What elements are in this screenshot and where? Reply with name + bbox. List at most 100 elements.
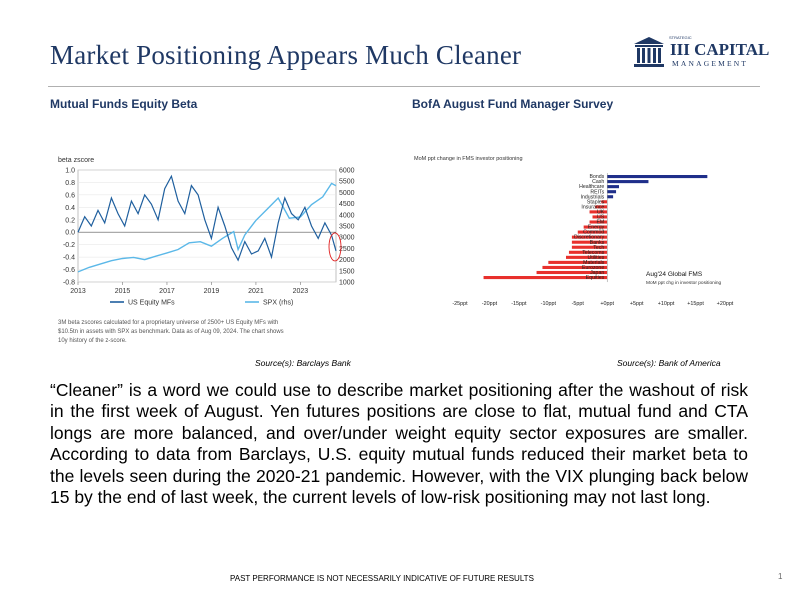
x-tick-label: -20ppt	[482, 301, 498, 307]
y2-tick-label: 5500	[339, 179, 355, 186]
right-source: Source(s): Bank of America	[617, 358, 721, 368]
y2-tick-label: 1000	[339, 280, 355, 287]
left-chart-heading: Mutual Funds Equity Beta	[50, 97, 198, 111]
legend-title: Aug'24 Global FMS	[646, 271, 703, 278]
category-label: Industrials	[581, 194, 605, 200]
bar-discretionary	[571, 235, 608, 239]
logo-small-text: STRATEGIC	[669, 35, 692, 40]
category-label: Equities	[586, 275, 605, 281]
category-label: Energy	[588, 225, 605, 231]
category-label: Tech	[593, 245, 604, 251]
legend-label: SPX (rhs)	[263, 300, 293, 307]
commentary-paragraph: “Cleaner” is a word we could use to desc…	[50, 380, 748, 508]
category-label: Insurance	[581, 204, 604, 210]
legend-subtitle: MoM ppt chg in investor positioning	[646, 280, 722, 286]
bar-telecoms	[568, 250, 608, 254]
bar-banks	[571, 240, 608, 244]
y-tick-label: 0.2	[65, 217, 75, 224]
title-divider	[48, 86, 760, 87]
x-tick-label: -15ppt	[511, 301, 527, 307]
logo-sub-text: MANAGEMENT	[672, 59, 749, 68]
bar-materials	[548, 260, 608, 264]
category-label: Cash	[592, 179, 604, 185]
x-tick-label: 2015	[115, 288, 131, 295]
bar-japan	[536, 270, 608, 275]
chart-footnote-line: 3M beta zscores calculated for a proprie…	[58, 320, 278, 326]
bar-healthcare	[607, 185, 619, 189]
category-label: Bonds	[590, 174, 605, 180]
bar-uk	[589, 210, 608, 214]
category-label: UK	[597, 209, 605, 215]
y-tick-label: 0.6	[65, 192, 75, 199]
series-line-spx	[77, 182, 337, 273]
x-tick-label: 2021	[248, 288, 264, 295]
page-number: 1	[778, 572, 783, 581]
x-tick-label: 2019	[204, 288, 220, 295]
bar-energy	[583, 225, 608, 229]
columns-logo-icon	[634, 37, 664, 67]
beta-zscore-svg: beta zscore 1.0 0.8 0.6 0.4 0.2 0.0 -0.2 -0.4 -0…	[58, 157, 355, 344]
y2-tick-label: 1500	[339, 268, 355, 275]
category-label: REITs	[590, 189, 604, 195]
y-tick-label: 1.0	[65, 168, 75, 175]
y2-tick-label: 5000	[339, 190, 355, 197]
highlight-circle	[328, 232, 342, 262]
bar-cash	[607, 180, 649, 184]
fms-positioning-svg: MoM ppt change in FMS investor positioni…	[414, 156, 734, 307]
y2-tick-label: 6000	[339, 168, 355, 175]
y2-tick-label: 2500	[339, 246, 355, 253]
y-tick-label: 0.0	[65, 230, 75, 237]
y-tick-label: -0.2	[63, 242, 75, 249]
y2-tick-label: 2000	[339, 257, 355, 264]
page-title: Market Positioning Appears Much Cleaner	[50, 40, 522, 70]
left-source: Source(s): Barclays Bank	[255, 358, 351, 368]
x-tick-label: 2013	[70, 288, 86, 295]
bar-us	[592, 215, 608, 219]
x-tick-label: -25ppt	[452, 301, 468, 307]
bar-utilities	[566, 255, 608, 259]
y2-tick-label: 3000	[339, 235, 355, 242]
category-label: Discretionary	[574, 235, 605, 241]
y-tick-label: 0.8	[65, 180, 75, 187]
x-tick-label: +15ppt	[687, 301, 704, 307]
y-tick-label: -0.8	[63, 280, 75, 287]
x-tick-label: 2023	[293, 288, 309, 295]
category-label: Healthcare	[579, 184, 604, 190]
category-label: Staples	[587, 199, 605, 205]
category-label: US	[597, 215, 605, 221]
logo-main-text: III CAPITAL	[670, 40, 770, 59]
bar-staples	[601, 200, 608, 204]
beta-zscore-chart: beta zscore 1.0 0.8 0.6 0.4 0.2 0.0 -0.2 -0.4 -0…	[50, 150, 370, 350]
y2-tick-label: 4000	[339, 212, 355, 219]
x-tick-label: -10ppt	[541, 301, 557, 307]
chart-footnote-line: $10.5tn in assets with SPX as benchmark.…	[58, 329, 284, 335]
x-tick-label: +10ppt	[658, 301, 675, 307]
x-tick-label: +20ppt	[717, 301, 734, 307]
fms-positioning-chart: MoM ppt change in FMS investor positioni…	[410, 150, 740, 315]
bar-industrials	[607, 195, 614, 199]
category-label: Banks	[590, 240, 605, 246]
category-label: Japan	[590, 270, 604, 276]
right-chart-heading: BofA August Fund Manager Survey	[412, 97, 614, 111]
category-label: Telecoms	[582, 250, 604, 256]
y-tick-label: 0.4	[65, 205, 75, 212]
company-logo: STRATEGIC III CAPITAL MANAGEMENT	[632, 35, 769, 72]
bar-em	[589, 220, 608, 224]
y-tick-label: -0.6	[63, 267, 75, 274]
legend-label: US Equity MFs	[128, 300, 175, 307]
x-tick-label: +5ppt	[630, 301, 644, 307]
y2-tick-label: 4500	[339, 201, 355, 208]
y-axis-label: beta zscore	[58, 157, 94, 164]
bar-equities	[483, 276, 608, 280]
bar-reits	[607, 190, 617, 194]
category-label: Commod	[583, 230, 604, 236]
bar-bonds	[607, 175, 708, 179]
x-tick-label: -5ppt	[572, 301, 585, 307]
series-line-us-equity-mfs	[77, 174, 337, 262]
bar-commod	[577, 230, 608, 234]
bar-tech	[571, 245, 608, 249]
y-tick-label: -0.4	[63, 255, 75, 262]
bar-insurance	[595, 205, 608, 209]
category-label: Eurozone	[582, 265, 604, 271]
category-label: Materials	[583, 260, 604, 266]
